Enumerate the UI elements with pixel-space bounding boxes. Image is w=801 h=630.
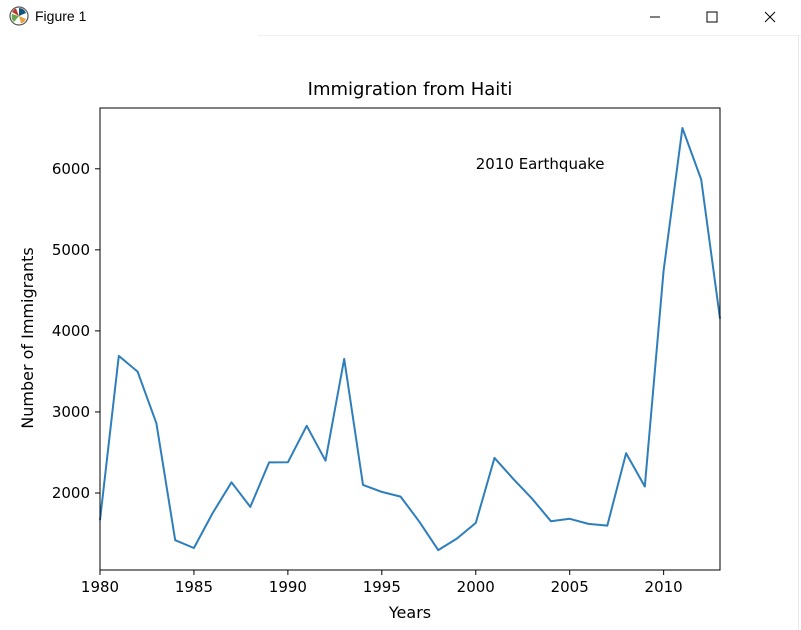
minimize-button[interactable] (626, 0, 684, 34)
window-titlebar: Figure 1 (0, 0, 801, 34)
series-line-0 (99, 127, 721, 552)
x-tick-label-2005: 2005 (551, 578, 589, 596)
x-axis-label: Years (388, 603, 431, 622)
x-tick-label-2000: 2000 (457, 578, 495, 596)
x-tick-label-1990: 1990 (269, 578, 307, 596)
maximize-icon (706, 11, 718, 23)
toolbar-divider (258, 35, 801, 36)
plot-area: 1980 1985 1990 1995 2000 2005 2010 2000 3000 4000… (52, 107, 721, 596)
plot-frame (99, 107, 721, 571)
x-tick-label-1985: 1985 (175, 578, 213, 596)
y-axis-label: Number of Immigrants (18, 247, 37, 429)
annotation-0: 2010 Earthquake (476, 155, 605, 173)
window-title: Figure 1 (35, 8, 87, 24)
chart-title: Immigration from Haiti (308, 79, 513, 100)
x-tick-label-1995: 1995 (363, 578, 401, 596)
close-icon (764, 11, 776, 23)
x-tick-label-2010: 2010 (645, 578, 683, 596)
matplotlib-icon (9, 6, 29, 26)
y-tick-label-2000: 2000 (52, 484, 90, 502)
y-tick-label-3000: 3000 (52, 403, 90, 421)
window-edge (798, 36, 799, 630)
line-chart: Immigration from Haiti 1980 1985 1990 1995 2… (18, 79, 721, 622)
y-tick-label-5000: 5000 (52, 241, 90, 259)
x-tick-label-1980: 1980 (81, 578, 119, 596)
y-tick-label-6000: 6000 (52, 160, 90, 178)
y-tick-label-4000: 4000 (52, 322, 90, 340)
maximize-button[interactable] (683, 0, 741, 34)
close-button[interactable] (741, 0, 799, 34)
minimize-icon (650, 16, 660, 18)
